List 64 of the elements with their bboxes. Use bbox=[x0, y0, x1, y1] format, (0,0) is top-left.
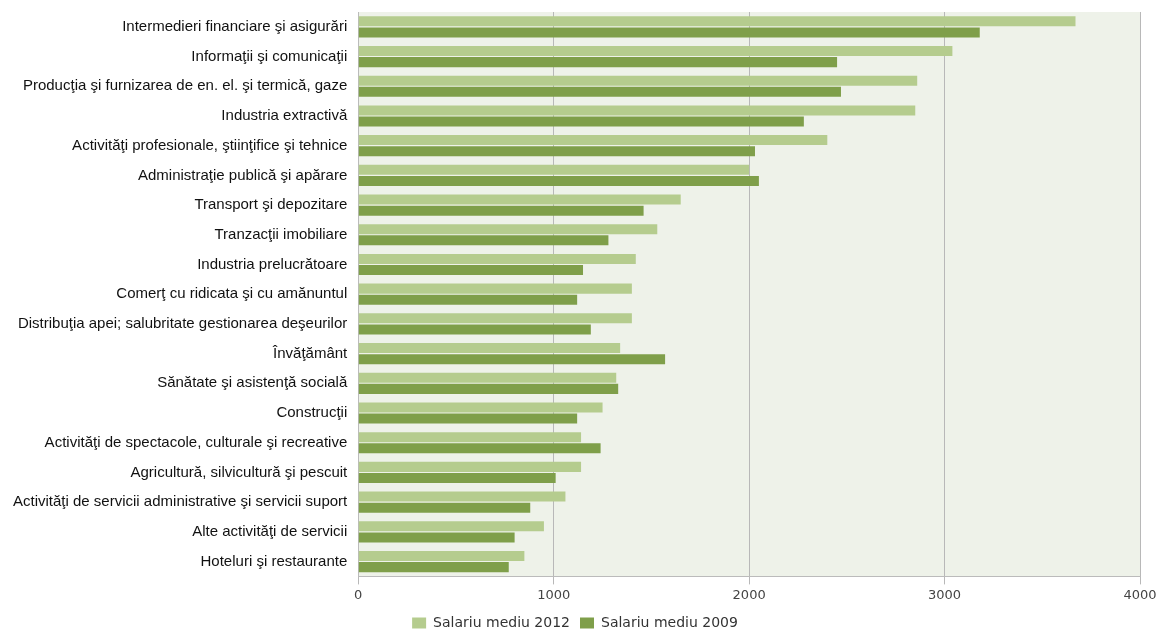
bar bbox=[358, 502, 531, 513]
bar bbox=[358, 294, 578, 305]
y-tick-label: Tranzacţii imobiliare bbox=[214, 224, 348, 242]
bar bbox=[358, 224, 658, 235]
y-tick-label: Activităţi de spectacole, culturale şi recreative bbox=[44, 432, 348, 450]
bar bbox=[358, 562, 509, 573]
x-tick-label: 0 bbox=[354, 586, 363, 602]
bar bbox=[358, 461, 582, 472]
bar bbox=[358, 383, 619, 394]
y-tick-label: Sănătate şi asistenţă socială bbox=[157, 373, 348, 391]
bar bbox=[358, 164, 750, 175]
bar bbox=[358, 253, 636, 264]
bar bbox=[358, 343, 621, 354]
x-tick-label: 2000 bbox=[732, 586, 766, 602]
y-tick-label: Transport şi depozitare bbox=[194, 195, 348, 213]
x-tick-label: 1000 bbox=[537, 586, 571, 602]
bar bbox=[358, 105, 916, 116]
bar bbox=[358, 235, 609, 246]
bar bbox=[358, 175, 759, 186]
y-tick-label: Comerţ cu ridicata şi cu amănuntul bbox=[116, 284, 348, 302]
y-tick-label: Activităţi profesionale, ştiinţifice şi tehnice bbox=[72, 135, 348, 153]
bar bbox=[358, 432, 582, 443]
bar bbox=[358, 443, 601, 454]
y-tick-label: Distribuţia apei; salubritate gestionarea deşeurilor bbox=[17, 314, 348, 332]
bar bbox=[358, 283, 632, 294]
y-tick-label: Administraţie publică şi apărare bbox=[137, 165, 348, 183]
y-tick-label: Agricultură, silvicultură şi pescuit bbox=[130, 462, 349, 480]
x-tick-label: 3000 bbox=[928, 586, 962, 602]
y-tick-label: Activităţi de servicii administrative şi servicii suport bbox=[13, 492, 349, 510]
bar bbox=[358, 550, 525, 561]
bar bbox=[358, 324, 591, 335]
bar bbox=[358, 57, 838, 68]
bar bbox=[358, 491, 566, 502]
legend-label: Salariu mediu 2009 bbox=[601, 613, 738, 630]
bar bbox=[358, 521, 544, 532]
y-tick-label: Hoteluri şi restaurante bbox=[200, 551, 348, 569]
y-tick-label: Producţia şi furnizarea de en. el. şi termică, gaze bbox=[22, 76, 348, 94]
y-tick-label: Intermedieri financiare şi asigurări bbox=[122, 16, 348, 34]
bar bbox=[358, 472, 556, 484]
y-tick-label: Industria extractivă bbox=[221, 106, 348, 124]
bar bbox=[358, 27, 980, 38]
y-tick-label: Construcţii bbox=[276, 403, 348, 421]
y-tick-label: Învăţământ bbox=[272, 343, 349, 361]
bar bbox=[358, 413, 578, 424]
bar bbox=[358, 116, 804, 127]
bar bbox=[358, 16, 1076, 27]
bar bbox=[358, 265, 584, 276]
legend-label: Salariu mediu 2012 bbox=[433, 613, 571, 630]
y-tick-label: Alte activităţi de servicii bbox=[192, 521, 348, 539]
bar bbox=[358, 135, 828, 146]
bar bbox=[358, 205, 644, 216]
bar bbox=[358, 354, 666, 365]
y-tick-label: Industria prelucrătoare bbox=[197, 254, 348, 272]
bar bbox=[358, 194, 681, 205]
bar bbox=[358, 532, 515, 543]
bar bbox=[358, 313, 632, 324]
bar bbox=[358, 146, 755, 157]
bar bbox=[358, 372, 617, 383]
x-tick-label: 4000 bbox=[1123, 586, 1157, 602]
bar bbox=[358, 86, 841, 97]
bar bbox=[358, 75, 918, 86]
y-tick-label: Informaţii şi comunicaţii bbox=[191, 46, 348, 64]
bar bbox=[358, 402, 603, 413]
bar bbox=[358, 45, 953, 56]
